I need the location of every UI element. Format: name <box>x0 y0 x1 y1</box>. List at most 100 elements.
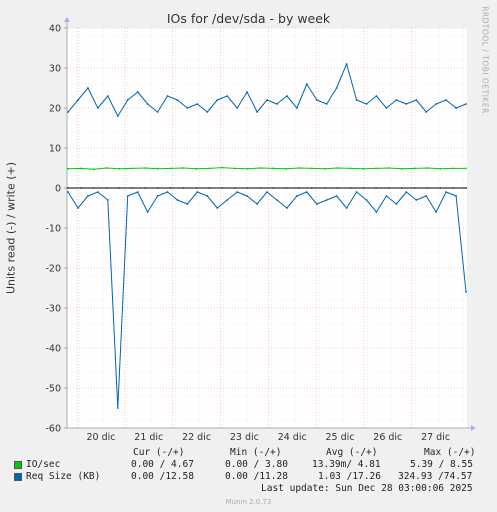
legend-cur-reqsize: 0.00 /12.58 <box>131 471 194 482</box>
data-point-req-size-kb <box>395 99 398 101</box>
data-point-io-sec <box>400 167 403 170</box>
data-point-io-sec <box>426 167 429 169</box>
data-point-io-sec <box>413 167 416 170</box>
data-point-io-sec <box>311 167 313 170</box>
data-point-req-size-kb <box>266 99 268 101</box>
data-point-req-size-kb <box>425 111 428 113</box>
legend-header-min: Min (-/+) <box>230 447 282 458</box>
data-point-req-size-kb <box>67 191 69 193</box>
data-point-req-size-kb <box>465 291 467 293</box>
data-point-req-size-kb <box>355 191 358 193</box>
data-point-io-sec <box>182 167 185 169</box>
data-point-io-sec <box>452 167 455 170</box>
legend-avg-reqsize: 1.03 /17.26 <box>318 471 381 482</box>
data-point-req-size-kb <box>345 207 348 209</box>
x-tick-label: 23 dic <box>230 432 259 443</box>
data-point-req-size-kb <box>106 199 109 201</box>
data-point-req-size-kb <box>67 111 69 113</box>
data-point-req-size-kb <box>77 99 79 101</box>
data-point-req-size-kb <box>296 195 298 197</box>
data-point-io-sec <box>157 167 159 170</box>
data-point-io-sec <box>67 167 69 170</box>
y-axis-arrow <box>64 17 70 22</box>
data-point-req-size-kb <box>276 199 278 201</box>
y-tick-label: -30 <box>45 304 61 315</box>
x-tick-label: 22 dic <box>182 432 211 443</box>
data-point-req-size-kb <box>405 103 408 105</box>
data-point-io-sec <box>362 167 365 170</box>
chart-title: IOs for /dev/sda - by week <box>166 11 331 26</box>
data-point-req-size-kb <box>335 87 338 89</box>
data-point-req-size-kb <box>87 195 89 197</box>
data-point-req-size-kb <box>415 199 418 201</box>
x-tick-label: 20 dic <box>86 432 115 443</box>
y-tick-label: -50 <box>45 384 61 395</box>
data-point-req-size-kb <box>106 95 109 97</box>
data-point-req-size-kb <box>136 91 139 93</box>
data-point-io-sec <box>439 167 442 170</box>
series-line-io-sec-write <box>67 167 466 170</box>
y-tick-label: 40 <box>49 24 61 35</box>
data-point-req-size-kb <box>455 195 457 197</box>
data-point-req-size-kb <box>156 195 159 197</box>
data-point-req-size-kb <box>216 99 219 101</box>
data-point-req-size-kb <box>315 99 318 101</box>
y-tick-label: -10 <box>45 224 61 235</box>
data-point-req-size-kb <box>385 195 388 197</box>
data-point-io-sec <box>234 167 236 170</box>
data-point-req-size-kb <box>136 191 139 193</box>
data-point-req-size-kb <box>365 103 368 105</box>
legend-name-io: IO/sec <box>26 459 61 470</box>
data-point-io-sec <box>388 167 390 169</box>
data-point-req-size-kb <box>206 111 209 113</box>
legend-max-io: 5.39 / 8.55 <box>410 459 473 470</box>
x-tick-label: 21 dic <box>134 432 163 443</box>
data-point-req-size-kb <box>216 207 219 209</box>
data-point-io-sec <box>144 167 146 169</box>
data-point-io-sec <box>298 167 300 169</box>
data-point-io-sec <box>465 167 467 170</box>
data-point-req-size-kb <box>345 63 348 65</box>
data-point-req-size-kb <box>415 99 418 101</box>
data-point-req-size-kb <box>116 407 119 409</box>
data-point-req-size-kb <box>246 91 249 93</box>
y-tick-label: 30 <box>49 64 61 75</box>
data-point-req-size-kb <box>325 199 328 201</box>
data-point-req-size-kb <box>325 103 328 105</box>
data-point-req-size-kb <box>236 107 239 109</box>
x-tick-label: 27 dic <box>421 432 450 443</box>
data-point-req-size-kb <box>375 95 378 97</box>
y-tick-label: -60 <box>45 424 61 435</box>
x-tick-label: 26 dic <box>373 432 402 443</box>
legend-swatch-io <box>14 461 22 469</box>
data-point-req-size-kb <box>405 191 408 193</box>
data-point-req-size-kb <box>296 107 298 109</box>
legend-header-max: Max (-/+) <box>424 447 476 458</box>
data-point-io-sec <box>169 167 172 170</box>
data-point-io-sec <box>92 168 95 171</box>
data-point-io-sec <box>272 167 275 170</box>
data-point-io-sec <box>259 167 262 169</box>
data-point-req-size-kb <box>435 103 437 105</box>
data-point-io-sec <box>105 167 108 169</box>
y-tick-label: 10 <box>49 144 61 155</box>
data-point-req-size-kb <box>96 107 99 109</box>
data-point-io-sec <box>323 167 326 170</box>
data-point-req-size-kb <box>305 83 308 85</box>
data-point-io-sec <box>118 167 121 170</box>
data-point-req-size-kb <box>236 191 239 193</box>
data-point-req-size-kb <box>146 103 149 105</box>
data-point-req-size-kb <box>96 191 99 193</box>
data-point-req-size-kb <box>87 87 89 89</box>
data-point-req-size-kb <box>335 195 338 197</box>
data-point-req-size-kb <box>166 191 169 193</box>
data-point-req-size-kb <box>395 203 398 205</box>
data-point-io-sec <box>349 167 352 170</box>
data-point-req-size-kb <box>186 203 189 205</box>
munin-version: Munin 2.0.73 <box>225 498 272 506</box>
data-point-req-size-kb <box>385 107 388 109</box>
data-point-io-sec <box>221 166 224 169</box>
data-point-req-size-kb <box>266 191 268 193</box>
data-point-io-sec <box>285 167 288 170</box>
